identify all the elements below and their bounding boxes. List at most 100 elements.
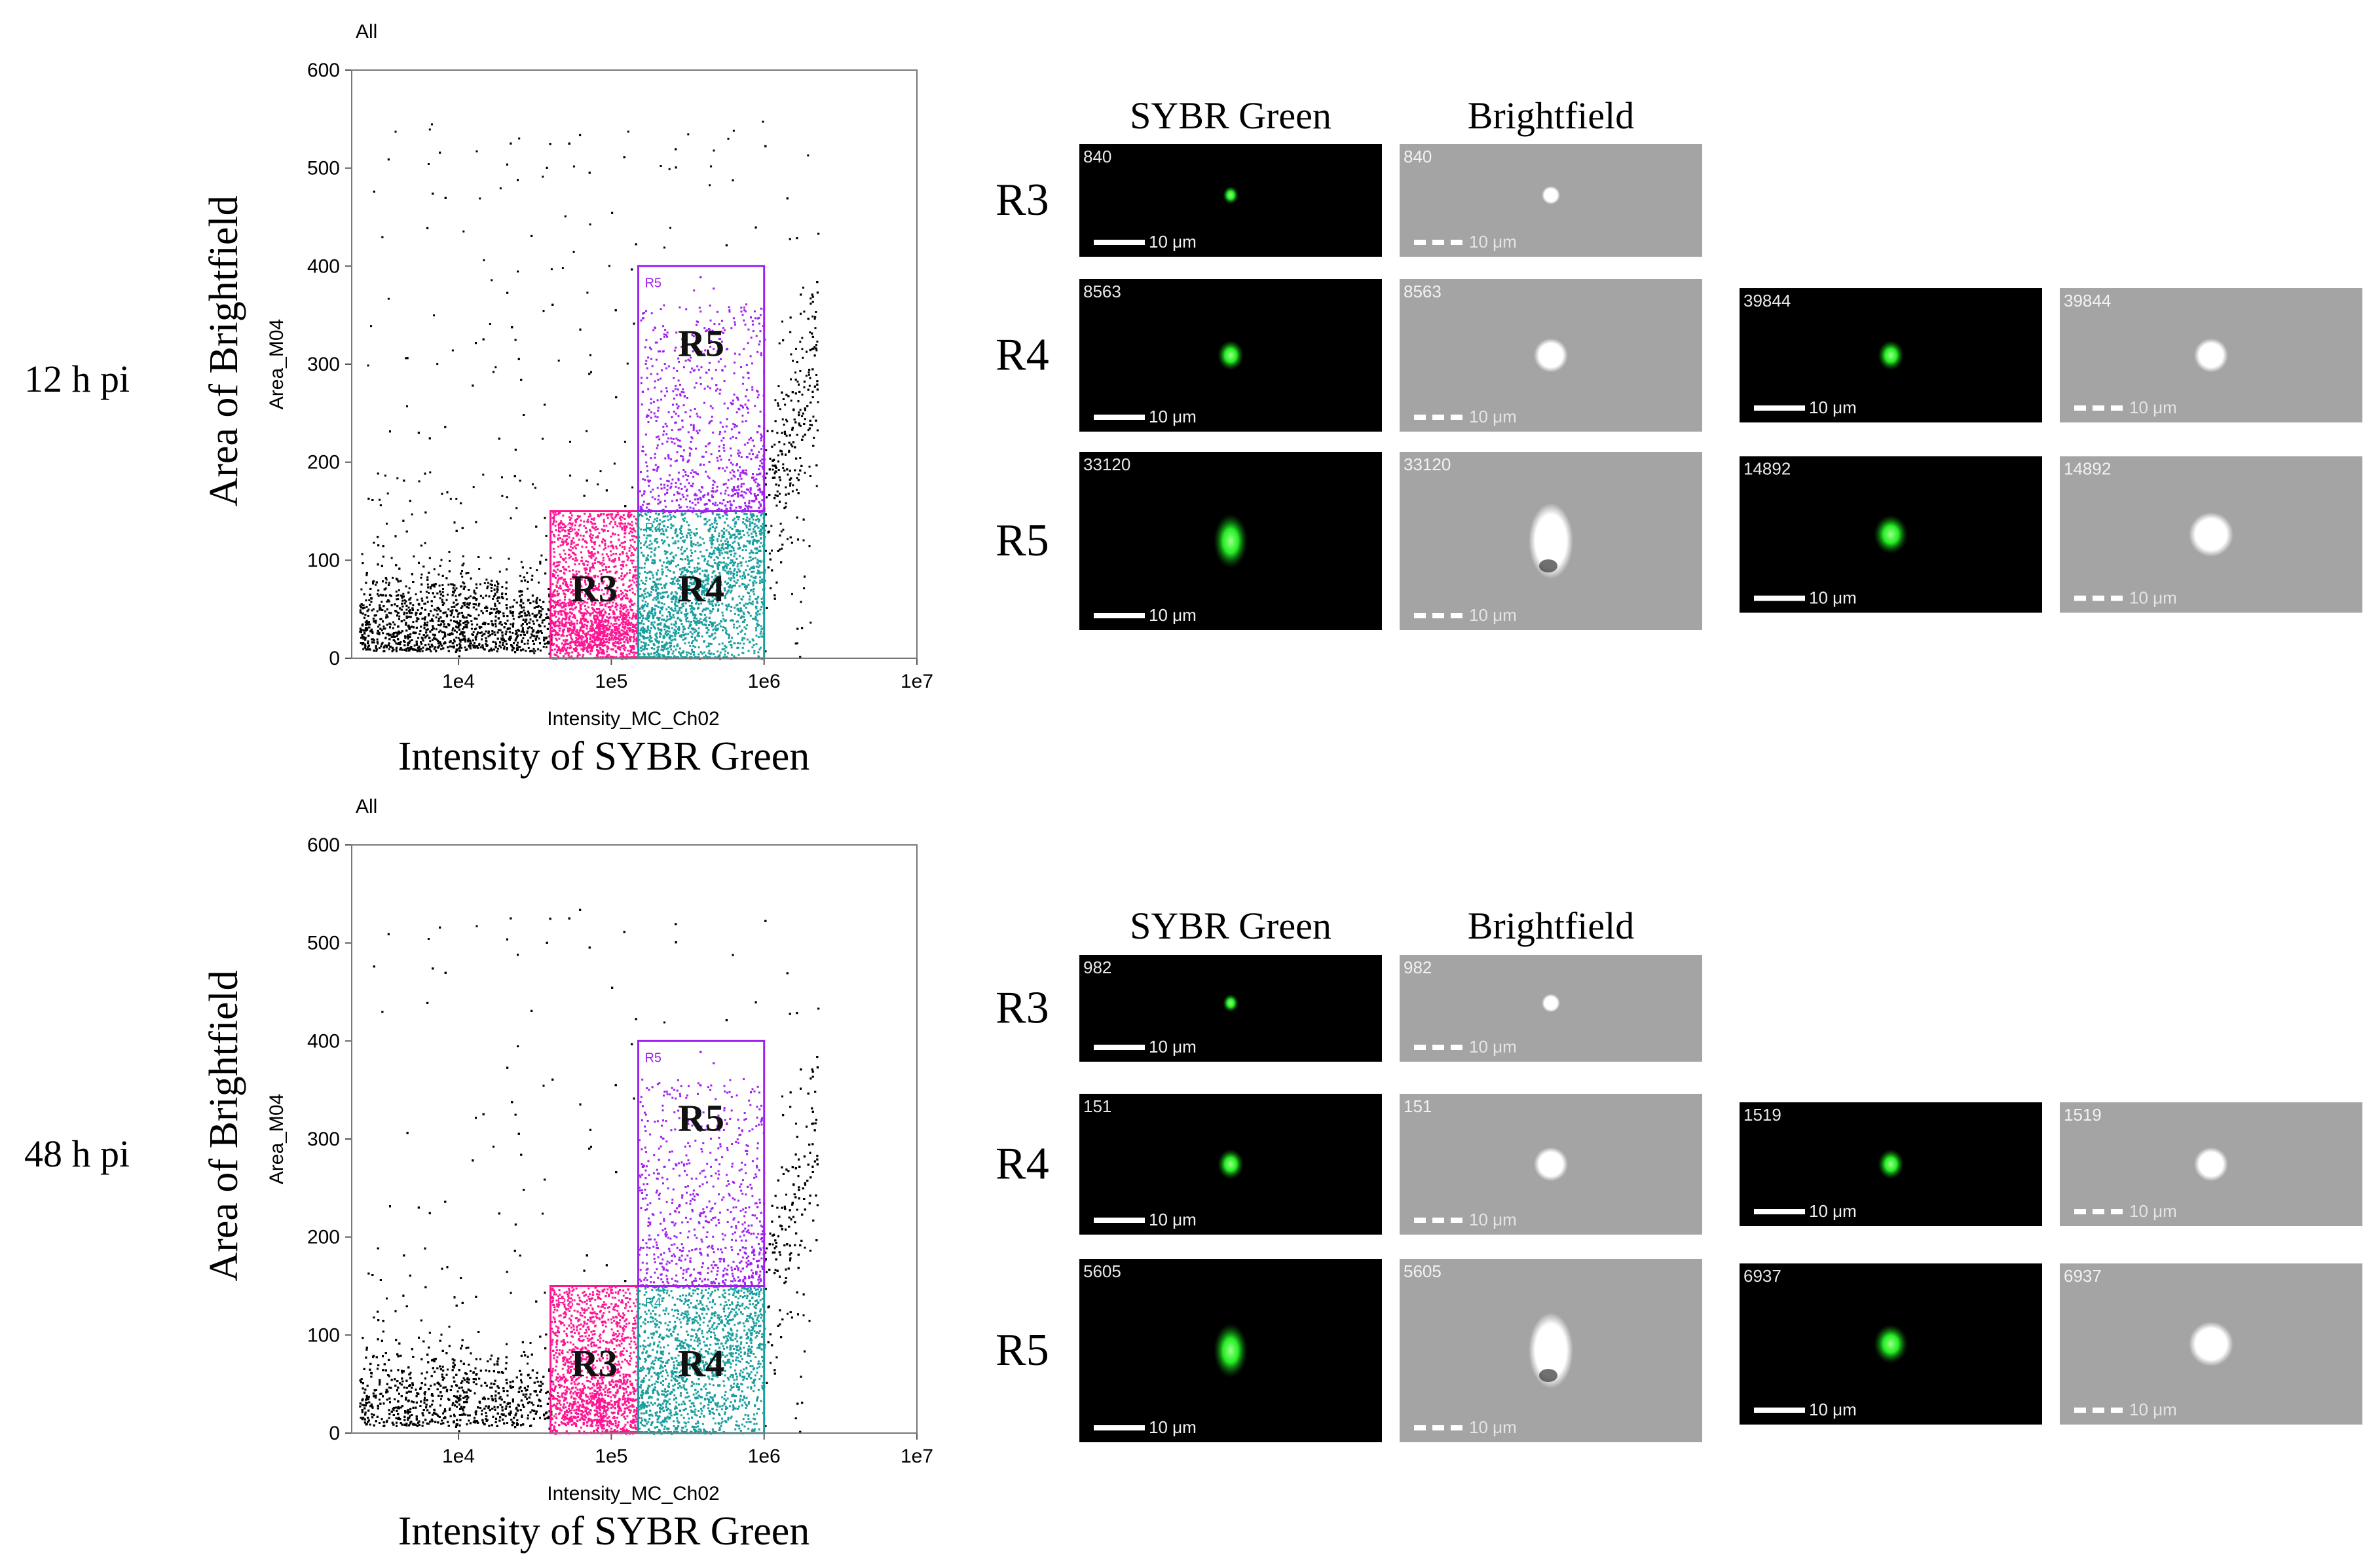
event-number: 982 bbox=[1083, 958, 1111, 977]
row-label-r3: R3 bbox=[996, 175, 1049, 225]
event-number: 39844 bbox=[2064, 291, 2111, 310]
gate-tag: R4 bbox=[644, 1296, 661, 1311]
column-header-sybr: SYBR Green bbox=[1130, 94, 1331, 137]
gate-tag: R5 bbox=[644, 276, 661, 290]
scale-bar-segment bbox=[2074, 1209, 2086, 1214]
x-tick-label: 1e5 bbox=[595, 1446, 627, 1467]
scale-label: 10 μm bbox=[1149, 1210, 1197, 1229]
scale-bar-segment bbox=[1451, 415, 1462, 420]
event-number: 840 bbox=[1083, 147, 1111, 166]
scale-bar-segment bbox=[2111, 1408, 2123, 1413]
scale-bar-segment bbox=[2093, 1209, 2104, 1214]
plot-frame bbox=[351, 844, 918, 1434]
scale-bar-segment bbox=[1432, 1425, 1444, 1430]
row-label-r5: R5 bbox=[996, 1325, 1049, 1375]
event-number: 14892 bbox=[1743, 459, 1791, 479]
sybr-image: 33120 10 μm bbox=[1079, 452, 1382, 630]
gate-r5 bbox=[637, 265, 766, 512]
sybr-image: 14892 10 μm bbox=[1740, 456, 2042, 613]
scale-bar-segment bbox=[1432, 240, 1444, 245]
plot-frame bbox=[351, 69, 918, 659]
event-number: 840 bbox=[1404, 147, 1432, 166]
sybr-image: 6937 10 μm bbox=[1740, 1263, 2042, 1425]
gate-label: R4 bbox=[678, 1342, 724, 1385]
x-tick-label: 1e7 bbox=[901, 1446, 933, 1467]
outer-x-label: Intensity of SYBR Green bbox=[398, 734, 810, 779]
scale-bar-segment bbox=[1451, 1218, 1462, 1223]
row-label-r3: R3 bbox=[996, 983, 1049, 1034]
gate-tag: R3 bbox=[557, 521, 574, 536]
event-number: 8563 bbox=[1083, 282, 1121, 301]
y-tick-label: 400 bbox=[307, 255, 340, 277]
condition-label: 48 h pi bbox=[24, 1132, 130, 1175]
scale-bar-segment bbox=[1432, 415, 1444, 420]
event-number: 8563 bbox=[1404, 282, 1442, 301]
x-axis-label: Intensity_MC_Ch02 bbox=[547, 1483, 719, 1504]
brightfield-image: 39844 10 μm bbox=[2060, 288, 2362, 422]
column-header-brightfield: Brightfield bbox=[1468, 94, 1635, 137]
sybr-image: 1519 10 μm bbox=[1740, 1102, 2042, 1226]
scale-bar-segment bbox=[2074, 595, 2086, 601]
y-tick-label: 500 bbox=[307, 158, 340, 179]
brightfield-image: 14892 10 μm bbox=[2060, 456, 2362, 613]
outer-x-label: Intensity of SYBR Green bbox=[398, 1509, 810, 1554]
scale-label: 10 μm bbox=[1149, 407, 1197, 426]
column-header-sybr: SYBR Green bbox=[1130, 905, 1331, 947]
scale-bar bbox=[1094, 1425, 1145, 1430]
scale-bar-segment bbox=[2093, 1408, 2104, 1413]
brightfield-image: 6937 10 μm bbox=[2060, 1263, 2362, 1425]
row-label-r4: R4 bbox=[996, 1139, 1049, 1189]
event-number: 5605 bbox=[1083, 1261, 1121, 1281]
x-tick-label: 1e4 bbox=[442, 1446, 475, 1467]
sybr-image: 982 10 μm bbox=[1079, 955, 1382, 1062]
sybr-image: 8563 10 μm bbox=[1079, 279, 1382, 432]
x-tick-label: 1e4 bbox=[442, 671, 475, 692]
x-tick-label: 1e5 bbox=[595, 671, 627, 692]
gate-tag: R5 bbox=[644, 1051, 661, 1065]
scale-label: 10 μm bbox=[2129, 398, 2177, 417]
y-tick-label: 200 bbox=[307, 452, 340, 474]
event-number: 982 bbox=[1404, 958, 1432, 977]
event-number: 33120 bbox=[1404, 455, 1451, 474]
y-tick-label: 400 bbox=[307, 1030, 340, 1052]
event-number: 1519 bbox=[1743, 1105, 1781, 1125]
scale-bar-segment bbox=[2074, 405, 2086, 411]
scale-bar-segment bbox=[2093, 405, 2104, 411]
x-tick-label: 1e6 bbox=[748, 1446, 781, 1467]
scale-bar bbox=[1754, 1408, 1805, 1413]
outer-y-label: Area of Brightfield bbox=[202, 195, 246, 506]
scale-label: 10 μm bbox=[2129, 1201, 2177, 1221]
gate-tag: R3 bbox=[557, 1296, 574, 1311]
brightfield-image: 33120 10 μm bbox=[1400, 452, 1702, 630]
event-number: 6937 bbox=[2064, 1266, 2102, 1286]
scale-label: 10 μm bbox=[1809, 398, 1857, 417]
scale-bar-segment bbox=[2111, 1209, 2123, 1214]
brightfield-image: 151 10 μm bbox=[1400, 1094, 1702, 1235]
scale-bar bbox=[1094, 613, 1145, 618]
scale-bar bbox=[1094, 1218, 1145, 1223]
scale-bar-segment bbox=[1414, 1425, 1426, 1430]
scale-label: 10 μm bbox=[2129, 588, 2177, 608]
scale-label: 10 μm bbox=[1469, 407, 1517, 426]
sybr-image: 5605 10 μm bbox=[1079, 1259, 1382, 1442]
scale-bar bbox=[1094, 415, 1145, 420]
scale-bar bbox=[1754, 1209, 1805, 1214]
scale-label: 10 μm bbox=[1149, 1417, 1197, 1437]
y-tick-label: 0 bbox=[329, 648, 340, 669]
y-tick-label: 100 bbox=[307, 550, 340, 571]
scatter-plot-1: 12 h pi All Intensity_MC_Ch02 Area_M04 Inten… bbox=[24, 21, 933, 779]
image-panel-1: SYBR Green Brightfield R3 840 10 μm 840 10 μm R… bbox=[996, 94, 2362, 630]
y-tick-label: 200 bbox=[307, 1227, 340, 1248]
event-number: 33120 bbox=[1083, 455, 1130, 474]
scale-bar-segment bbox=[2111, 595, 2123, 601]
y-tick-label: 600 bbox=[307, 834, 340, 856]
sybr-image: 151 10 μm bbox=[1079, 1094, 1382, 1235]
scale-bar-segment bbox=[1432, 1218, 1444, 1223]
y-tick-label: 300 bbox=[307, 1129, 340, 1150]
sybr-image: 840 10 μm bbox=[1079, 144, 1382, 257]
scale-label: 10 μm bbox=[1469, 605, 1517, 625]
event-number: 5605 bbox=[1404, 1261, 1442, 1281]
scale-label: 10 μm bbox=[1469, 1210, 1517, 1229]
gate-label: R3 bbox=[571, 567, 618, 610]
